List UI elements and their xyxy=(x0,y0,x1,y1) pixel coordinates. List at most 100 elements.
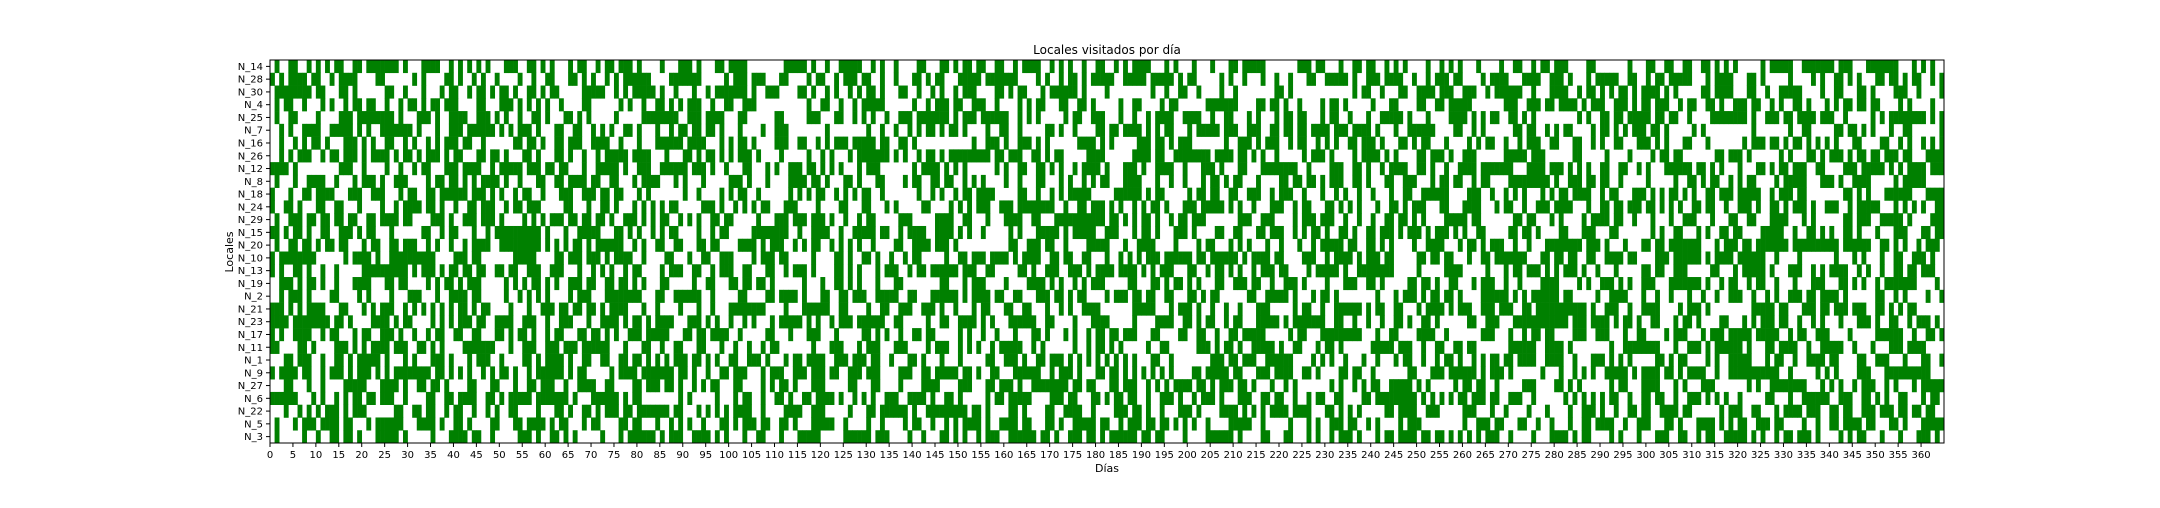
heatmap-cell xyxy=(691,264,697,278)
heatmap-cell xyxy=(1375,149,1381,163)
heatmap-cell xyxy=(1068,187,1073,201)
heatmap-cell xyxy=(1870,162,1876,176)
heatmap-cell xyxy=(930,174,936,188)
heatmap-cell xyxy=(370,60,376,74)
heatmap-cell xyxy=(1178,213,1183,227)
heatmap-cell xyxy=(1627,277,1633,291)
heatmap-cell xyxy=(577,136,583,150)
heatmap-cell xyxy=(632,264,638,278)
heatmap-cell xyxy=(902,85,908,99)
heatmap-cell xyxy=(1815,366,1821,380)
heatmap-cell xyxy=(522,187,528,201)
heatmap-cell xyxy=(1457,60,1463,74)
heatmap-cell xyxy=(696,225,702,240)
heatmap-cell xyxy=(499,391,505,405)
heatmap-cell xyxy=(1476,136,1482,150)
heatmap-cell xyxy=(1554,60,1560,74)
heatmap-cell xyxy=(1077,187,1083,201)
heatmap-cell xyxy=(1884,187,1890,201)
heatmap-cell xyxy=(1260,340,1266,354)
heatmap-cell xyxy=(1554,174,1560,188)
heatmap-cell xyxy=(430,302,436,316)
heatmap-cell xyxy=(1095,366,1101,380)
heatmap-cell xyxy=(591,123,596,137)
heatmap-cell xyxy=(1434,353,1440,367)
heatmap-cell xyxy=(1168,251,1174,265)
heatmap-cell xyxy=(1921,225,1926,240)
heatmap-cell xyxy=(1366,264,1372,278)
heatmap-cell xyxy=(1572,98,1578,112)
heatmap-cell xyxy=(549,72,555,86)
heatmap-cell xyxy=(1187,277,1193,291)
heatmap-cell xyxy=(1627,251,1633,265)
heatmap-cell xyxy=(595,85,601,99)
heatmap-cell xyxy=(1026,277,1032,291)
heatmap-cell xyxy=(705,149,711,163)
heatmap-cell xyxy=(1554,264,1560,278)
heatmap-cell xyxy=(797,353,803,367)
heatmap-cell xyxy=(1265,264,1271,278)
heatmap-cell xyxy=(581,379,587,393)
heatmap-cell xyxy=(1058,353,1064,367)
heatmap-cell xyxy=(1733,225,1738,240)
heatmap-cell xyxy=(536,353,541,367)
heatmap-cell xyxy=(1168,162,1174,176)
heatmap-cell xyxy=(522,315,528,329)
heatmap-cell xyxy=(1003,200,1009,214)
heatmap-cell xyxy=(1306,213,1312,227)
heatmap-cell xyxy=(1641,379,1647,393)
heatmap-cell xyxy=(1173,60,1179,74)
heatmap-cell xyxy=(1769,264,1775,278)
heatmap-cell xyxy=(384,391,390,405)
heatmap-cell xyxy=(1109,200,1115,214)
heatmap-cell xyxy=(467,379,473,393)
heatmap-cell xyxy=(398,404,404,418)
heatmap-cell xyxy=(1320,123,1326,137)
heatmap-cell xyxy=(935,366,940,380)
heatmap-cells xyxy=(270,60,1945,444)
heatmap-cell xyxy=(1444,225,1449,240)
heatmap-cell xyxy=(1879,111,1885,125)
heatmap-cell xyxy=(930,302,936,316)
heatmap-cell xyxy=(1324,289,1330,303)
heatmap-cell xyxy=(1769,328,1775,342)
heatmap-cell xyxy=(1893,315,1899,329)
heatmap-cell xyxy=(1416,98,1422,112)
heatmap-cell xyxy=(1540,174,1546,188)
heatmap-cell xyxy=(980,277,986,291)
heatmap-cell xyxy=(916,391,922,405)
heatmap-cell xyxy=(1934,315,1940,329)
heatmap-cell xyxy=(779,136,784,150)
heatmap-cell xyxy=(389,225,395,240)
heatmap-cell xyxy=(1650,85,1656,99)
heatmap-cell xyxy=(270,200,275,214)
heatmap-cell xyxy=(1898,277,1904,291)
heatmap-cell xyxy=(1755,162,1761,176)
heatmap-cell xyxy=(1329,238,1335,252)
heatmap-cell xyxy=(421,264,427,278)
heatmap-cell xyxy=(352,85,358,99)
heatmap-cell xyxy=(1095,111,1101,125)
heatmap-cell xyxy=(1173,277,1179,291)
heatmap-cell xyxy=(1540,60,1546,74)
heatmap-cell xyxy=(636,225,642,240)
heatmap-cell xyxy=(288,213,294,227)
heatmap-cell xyxy=(967,328,973,342)
heatmap-cell xyxy=(1187,123,1193,137)
heatmap-cell xyxy=(458,187,463,201)
heatmap-cell xyxy=(1035,277,1041,291)
heatmap-cell xyxy=(1499,60,1505,74)
heatmap-cell xyxy=(1664,328,1670,342)
heatmap-cell xyxy=(613,315,619,329)
heatmap-cell xyxy=(875,98,881,112)
heatmap-cell xyxy=(1563,264,1569,278)
heatmap-cell xyxy=(1260,251,1266,265)
heatmap-cell xyxy=(884,200,890,214)
heatmap-cell xyxy=(283,277,289,291)
heatmap-cell xyxy=(623,162,629,176)
heatmap-cell xyxy=(393,213,399,227)
heatmap-cell xyxy=(1063,98,1069,112)
heatmap-cell xyxy=(820,187,826,201)
heatmap-cell xyxy=(1494,111,1500,125)
heatmap-cell xyxy=(824,174,830,188)
